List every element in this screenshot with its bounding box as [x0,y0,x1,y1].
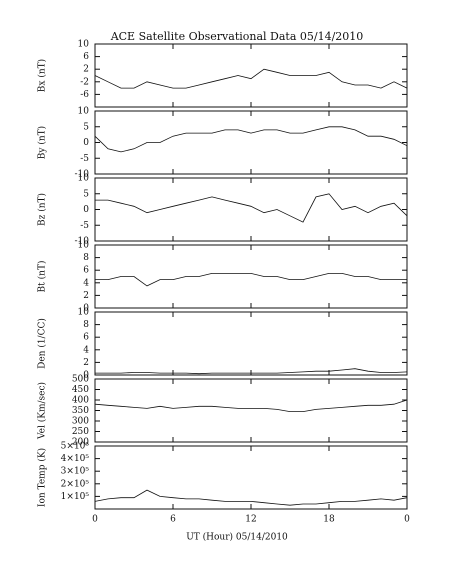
data-line [95,272,407,287]
y-tick-label: 10 [78,174,90,184]
data-line [94,68,408,89]
y-axis-label: Ion Temp (K) [37,448,48,507]
y-axis-label: Vel (Km/sec) [37,382,48,440]
y-tick-label: 4 [83,278,89,288]
y-tick-label: 6 [83,52,89,62]
y-tick-label: 5 [83,122,89,132]
y-tick-label: -6 [80,90,89,100]
x-axis-label: UT (Hour) 05/14/2010 [186,532,288,543]
y-tick-label: 250 [72,427,89,437]
panel-frame [94,311,408,376]
x-tick-label: 12 [245,515,256,525]
y-tick-label: 4 [83,345,89,355]
y-tick-label: 2 [83,358,89,368]
y-tick-label: -2 [80,77,89,87]
y-axis-label: Bx (nT) [37,59,48,92]
y-axis-label: Bz (nT) [37,193,48,226]
y-tick-label: 10 [78,107,90,117]
y-axis-label: Bt (nT) [37,261,48,293]
y-tick-label: 450 [72,385,89,395]
panel-frame [94,110,408,175]
y-tick-label: 6 [83,266,89,276]
y-tick-label: 400 [72,396,89,406]
y-tick-label: 8 [83,320,89,330]
y-tick-label: -5 [80,221,89,231]
y-tick-label: 10 [78,40,90,50]
data-line [95,368,408,375]
y-tick-label: 10 [78,308,90,318]
y-tick-label: -10 [75,170,90,180]
chart-title: ACE Satellite Observational Data 05/14/2… [110,30,364,43]
y-tick-label: 10 [78,241,90,251]
x-tick-label: 0 [92,515,98,525]
panel-frame [94,378,408,443]
y-axis-label: Den (1/CC) [37,318,48,369]
y-tick-label: 6 [83,333,89,343]
y-tick-label: 3×10⁵ [61,467,90,477]
y-tick-label: -10 [75,237,90,247]
y-tick-label: 0 [83,304,89,314]
data-line [94,126,408,153]
y-tick-label: 2×10⁵ [61,479,90,489]
y-tick-label: 8 [83,253,89,263]
y-tick-label: 2 [83,65,89,75]
data-line [94,489,408,506]
y-tick-label: 0 [83,138,89,148]
x-tick-label: 18 [323,515,335,525]
y-tick-label: 5×10⁵ [61,442,90,452]
y-tick-label: 5 [83,189,89,199]
y-tick-label: 500 [72,375,89,385]
y-tick-label: 200 [72,438,89,448]
y-tick-label: 0 [83,205,89,215]
panel-frame [94,177,408,242]
y-tick-label: 4×10⁵ [61,454,90,464]
y-tick-label: 300 [72,417,89,427]
panel-frame [94,43,408,108]
x-tick-label: 6 [170,515,176,525]
data-line [95,193,408,223]
data-line [94,399,408,413]
y-axis-label: By (nT) [37,126,48,159]
y-tick-label: 1×10⁵ [61,492,90,502]
y-tick-label: 2 [83,291,89,301]
x-tick-label: 0 [404,515,410,525]
y-tick-label: 350 [72,406,89,416]
panel-frame [94,445,408,510]
y-tick-label: -5 [80,154,89,164]
y-tick-label: 0 [83,371,89,381]
